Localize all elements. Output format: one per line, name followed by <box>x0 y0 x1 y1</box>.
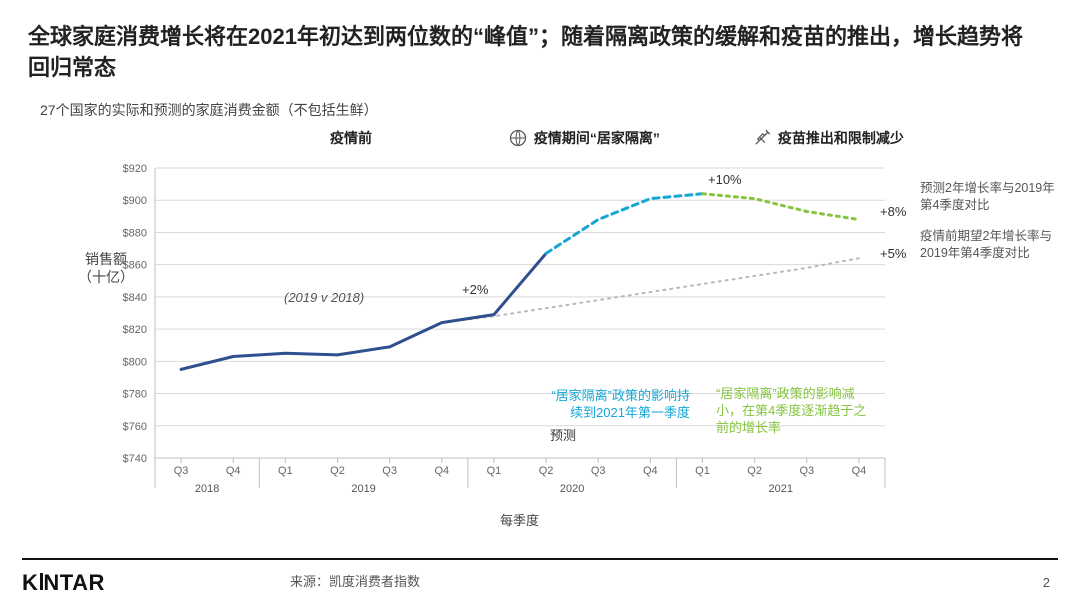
svg-text:$820: $820 <box>123 324 147 336</box>
phase-pre-label: 疫情前 <box>330 130 372 146</box>
source-text: 来源：凯度消费者指数 <box>290 571 420 590</box>
svg-text:Q2: Q2 <box>747 465 762 477</box>
svg-text:2021: 2021 <box>768 483 792 495</box>
svg-text:2018: 2018 <box>195 483 219 495</box>
svg-text:Q4: Q4 <box>643 465 658 477</box>
chart-area: $740 $760 $780 $800 $820 $840 $860 $880 $900 $920… <box>75 158 1005 518</box>
svg-text:$860: $860 <box>123 260 147 272</box>
phase-post: 疫苗推出和限制减少 <box>752 128 904 148</box>
phase-pre: 疫情前 <box>330 128 372 148</box>
svg-text:Q4: Q4 <box>434 465 449 477</box>
svg-text:Q1: Q1 <box>487 465 502 477</box>
svg-text:Q3: Q3 <box>382 465 397 477</box>
kantar-logo: KNTAR <box>22 570 105 596</box>
slide-title: 全球家庭消费增长将在2021年初达到两位数的“峰值”；随着隔离政策的缓解和疫苗的… <box>28 22 1044 84</box>
line-chart: $740 $760 $780 $800 $820 $840 $860 $880 $900 $920… <box>75 158 1005 518</box>
right-notes: 预测2年增长率与2019年第4季度对比 疫情前期望2年增长率与2019年第4季度… <box>920 180 1060 276</box>
svg-text:Q1: Q1 <box>278 465 293 477</box>
svg-text:Q3: Q3 <box>799 465 814 477</box>
svg-text:Q2: Q2 <box>330 465 345 477</box>
svg-text:$760: $760 <box>123 421 147 433</box>
svg-text:Q1: Q1 <box>695 465 710 477</box>
phase-mid-label: 疫情期间“居家隔离” <box>534 130 660 146</box>
annot-green-note-l1: “居家隔离”政策的影响减 <box>716 386 896 403</box>
svg-text:$840: $840 <box>123 292 147 304</box>
annot-plus2: +2% <box>462 282 488 299</box>
svg-text:$920: $920 <box>123 163 147 175</box>
svg-text:Q4: Q4 <box>226 465 241 477</box>
svg-text:2019: 2019 <box>351 483 375 495</box>
annot-blue-note-l2: 续到2021年第一季度 <box>500 405 690 422</box>
phase-post-label: 疫苗推出和限制减少 <box>778 130 904 146</box>
phase-mid: 疫情期间“居家隔离” <box>508 128 660 148</box>
svg-text:$880: $880 <box>123 227 147 239</box>
right-note-2: 疫情前期望2年增长率与2019年第4季度对比 <box>920 228 1060 262</box>
x-axis-title: 每季度 <box>500 510 539 529</box>
page-number: 2 <box>1043 575 1050 590</box>
svg-text:2020: 2020 <box>560 483 584 495</box>
svg-text:$800: $800 <box>123 356 147 368</box>
svg-text:Q3: Q3 <box>174 465 189 477</box>
vaccine-icon <box>752 128 772 148</box>
footer-rule <box>22 558 1058 560</box>
annot-plus10: +10% <box>708 172 742 189</box>
annot-green-note: “居家隔离”政策的影响减 小，在第4季度逐渐趋于之 前的增长率 <box>716 386 896 437</box>
annot-green-note-l3: 前的增长率 <box>716 420 896 437</box>
annot-blue-note: “居家隔离”政策的影响持 续到2021年第一季度 <box>500 388 690 422</box>
annot-blue-note-l1: “居家隔离”政策的影响持 <box>500 388 690 405</box>
annot-forecast-label: 预测 <box>550 428 576 445</box>
right-note-1: 预测2年增长率与2019年第4季度对比 <box>920 180 1060 214</box>
svg-text:$740: $740 <box>123 453 147 465</box>
svg-text:$780: $780 <box>123 389 147 401</box>
slide-subtitle: 27个国家的实际和预测的家庭消费金额（不包括生鲜） <box>40 100 378 120</box>
svg-text:Q3: Q3 <box>591 465 606 477</box>
annot-green-note-l2: 小，在第4季度逐渐趋于之 <box>716 403 896 420</box>
phase-row: 疫情前 疫情期间“居家隔离” 疫苗推出和限制减少 <box>0 128 1080 158</box>
annot-baseline-2019: (2019 v 2018) <box>284 290 364 307</box>
annot-plus8: +8% <box>880 204 906 221</box>
svg-text:Q2: Q2 <box>539 465 554 477</box>
globe-icon <box>508 128 528 148</box>
annot-plus5: +5% <box>880 246 906 263</box>
svg-text:Q4: Q4 <box>852 465 867 477</box>
svg-text:$900: $900 <box>123 195 147 207</box>
